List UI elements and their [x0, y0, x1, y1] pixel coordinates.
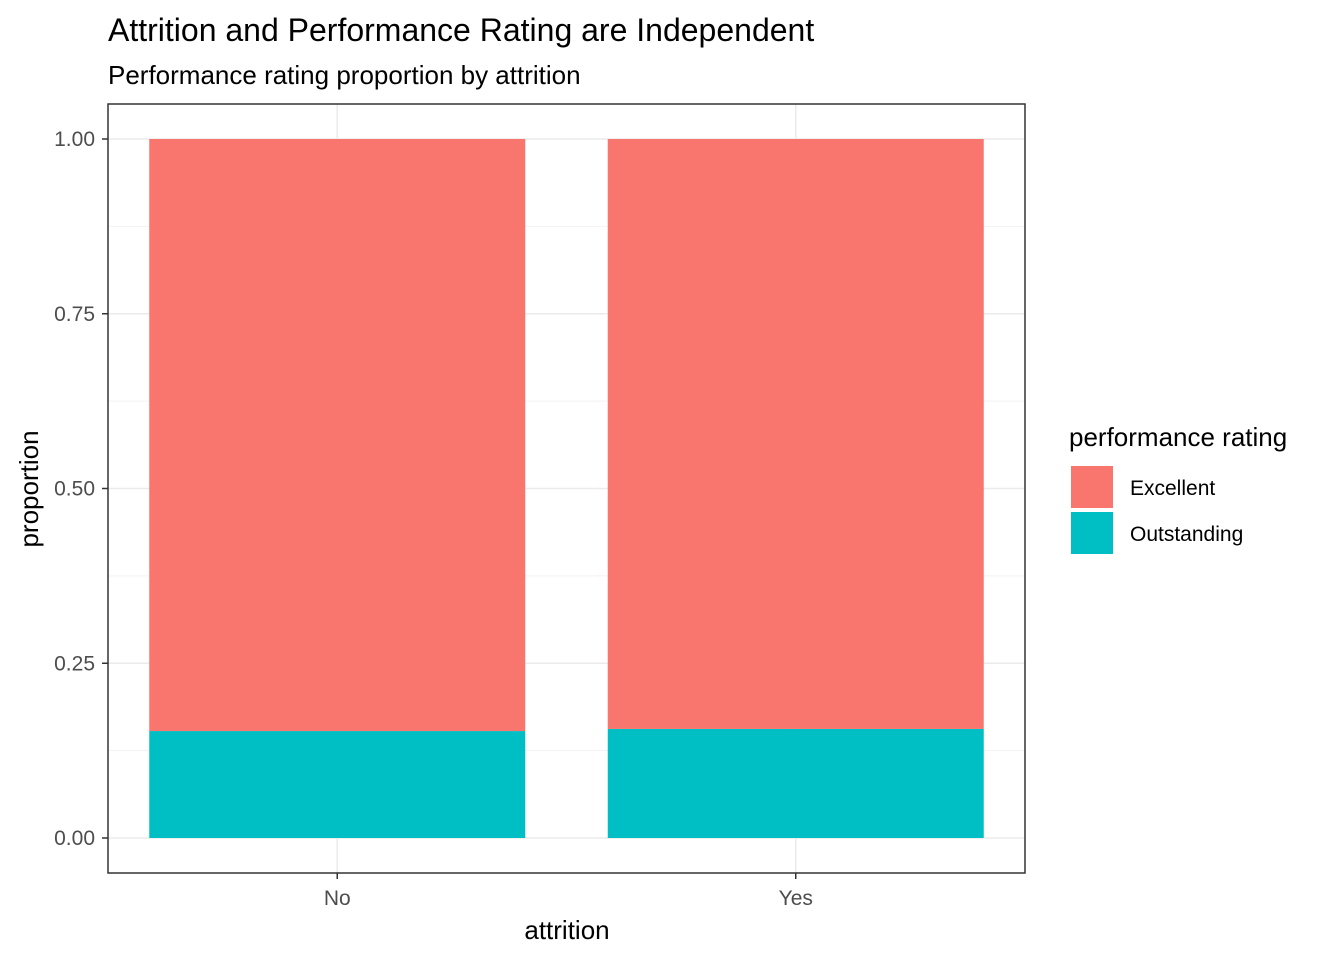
legend: performance rating Excellent Outstanding	[1069, 422, 1287, 554]
legend-key-excellent	[1071, 466, 1113, 508]
legend-title: performance rating	[1069, 422, 1287, 452]
legend-label-excellent: Excellent	[1130, 477, 1215, 500]
bar-no-excellent	[149, 139, 526, 732]
chart-subtitle: Performance rating proportion by attriti…	[108, 60, 581, 90]
bars	[149, 139, 984, 838]
y-tick-label: 0.00	[54, 827, 95, 850]
chart-title: Attrition and Performance Rating are Ind…	[108, 12, 814, 48]
y-tick-label: 1.00	[54, 128, 95, 151]
y-axis-title: proportion	[14, 430, 44, 547]
legend-key-outstanding	[1071, 512, 1113, 554]
x-axis-title: attrition	[524, 915, 609, 945]
bar-no-outstanding	[149, 731, 526, 838]
bar-yes-outstanding	[607, 728, 984, 838]
bar-yes-excellent	[607, 139, 984, 729]
x-tick-label: Yes	[779, 887, 813, 910]
legend-label-outstanding: Outstanding	[1130, 523, 1243, 546]
y-tick-label: 0.25	[54, 652, 95, 675]
y-tick-label: 0.50	[54, 478, 95, 501]
axes: 0.00 0.25 0.50 0.75 1.00 No Yes	[54, 128, 813, 910]
x-tick-label: No	[324, 887, 351, 910]
y-tick-label: 0.75	[54, 303, 95, 326]
